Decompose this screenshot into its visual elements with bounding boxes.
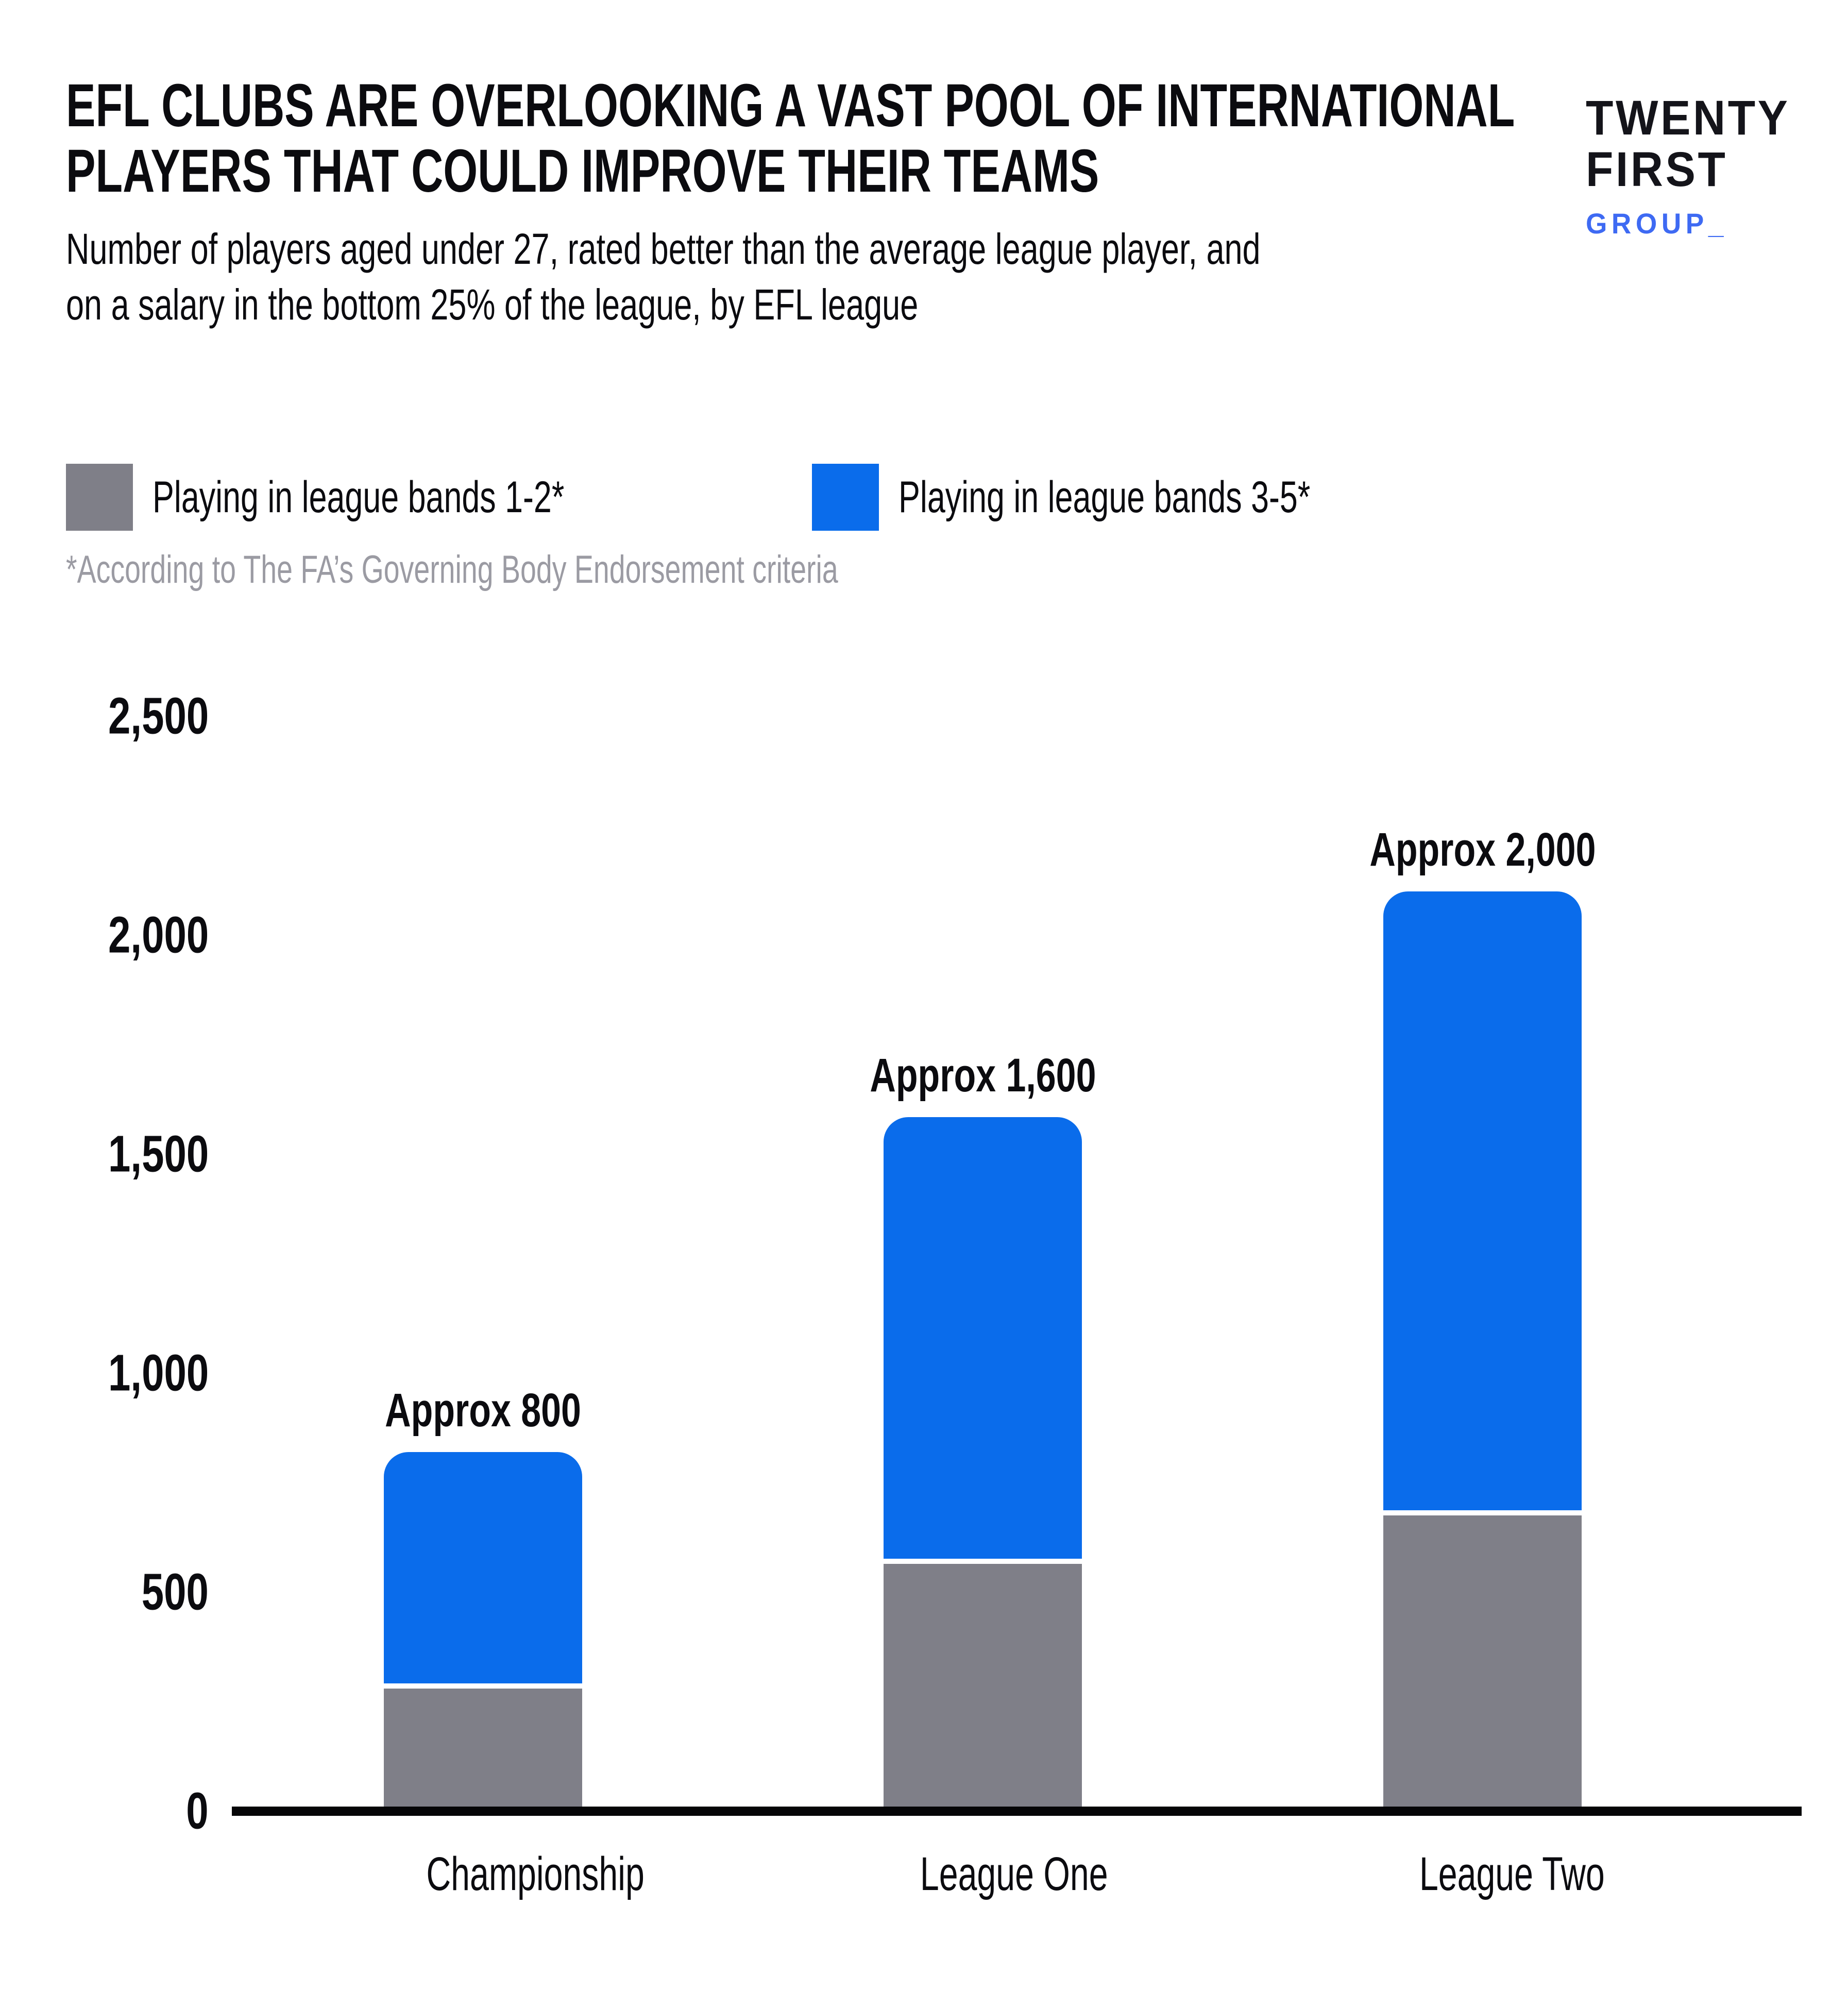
x-axis-line — [232, 1807, 1802, 1816]
bar-championship: Approx 800 — [384, 1384, 582, 1811]
logo-word-first: FIRST — [1586, 142, 1728, 197]
logo-word-twenty: TWENTY — [1586, 91, 1790, 145]
legend-swatch-blue — [811, 464, 879, 531]
x-axis-label-league-one: League One — [920, 1848, 1108, 1900]
twenty-first-group-logo: TWENTY FIRST GROUP_ — [1586, 91, 1808, 240]
legend-label-bands-3-5: Playing in league bands 3-5* — [898, 472, 1311, 522]
y-axis-tick-0: 0 — [186, 1782, 209, 1840]
legend-item-bands-1-2: Playing in league bands 1-2* — [66, 464, 717, 531]
x-axis-label-championship: Championship — [426, 1848, 645, 1900]
bar-value-label-championship: Approx 800 — [385, 1384, 581, 1437]
bar-segment-league-two-bands-3-5 — [1383, 891, 1582, 1510]
page-title: EFL CLUBS ARE OVERLOOKING A VAST POOL OF… — [66, 72, 1515, 206]
legend-item-bands-3-5: Playing in league bands 3-5* — [811, 464, 1463, 531]
y-axis-tick-2000: 2,000 — [108, 906, 209, 964]
logo-word-group: GROUP_ — [1586, 207, 1728, 240]
bar-value-label-league-one: Approx 1,600 — [869, 1049, 1096, 1102]
gbe-footnote: *According to The FA’s Governing Body En… — [66, 548, 838, 592]
bar-value-label-league-two: Approx 2,000 — [1369, 823, 1596, 876]
bar-segment-league-one-bands-1-2 — [884, 1564, 1082, 1811]
legend-swatch-gray — [66, 464, 133, 531]
bar-league-two: Approx 2,000 — [1369, 823, 1596, 1811]
y-axis-tick-2500: 2,500 — [108, 687, 209, 745]
bar-segment-league-one-bands-3-5 — [884, 1117, 1082, 1559]
legend-label-bands-1-2: Playing in league bands 1-2* — [152, 472, 565, 522]
x-axis-label-league-two: League Two — [1419, 1848, 1605, 1900]
y-axis-tick-1500: 1,500 — [108, 1125, 209, 1183]
bar-segment-league-two-bands-1-2 — [1383, 1515, 1582, 1811]
y-axis-tick-1000: 1,000 — [108, 1344, 209, 1402]
bar-league-one: Approx 1,600 — [870, 1049, 1096, 1811]
chart-legend: Playing in league bands 1-2* Playing in … — [66, 464, 1463, 531]
chart-subtitle: Number of players aged under 27, rated b… — [66, 225, 1261, 329]
bar-segment-championship-bands-1-2 — [384, 1689, 582, 1811]
bar-segment-championship-bands-3-5 — [384, 1452, 582, 1683]
bar-chart-plot-area: 2,500 2,000 1,500 1,000 500 0 Approx 800… — [108, 687, 1803, 1900]
y-axis-tick-500: 500 — [141, 1563, 209, 1621]
